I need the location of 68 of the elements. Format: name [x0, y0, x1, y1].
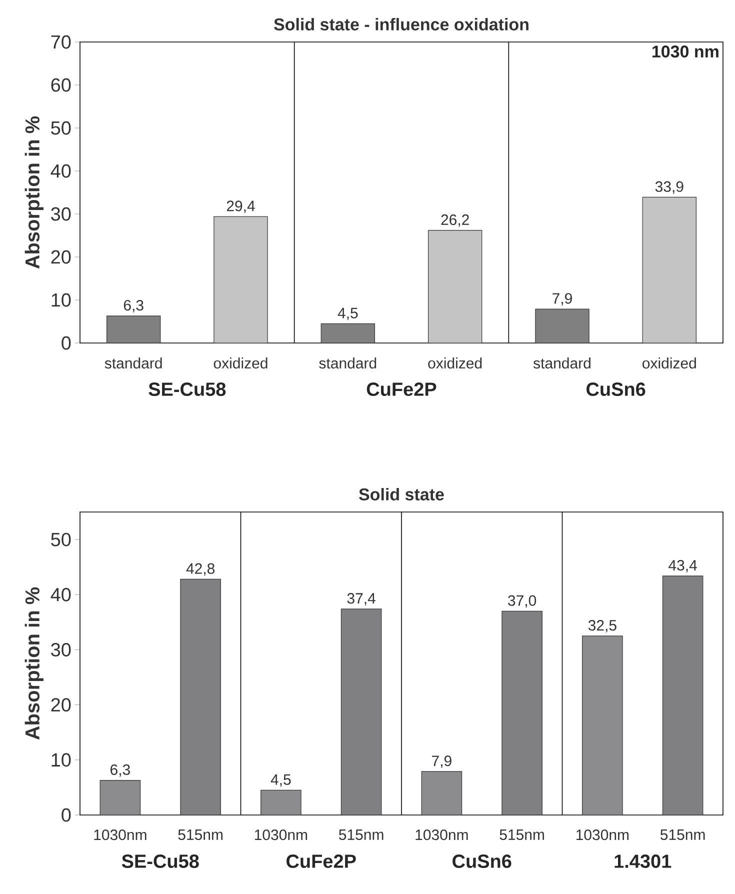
- bar: [320, 323, 376, 344]
- text: CuSn6: [586, 382, 646, 396]
- data-label: 7,9: [552, 293, 572, 306]
- x-tick-label: standard: [533, 358, 590, 369]
- bar: [662, 576, 704, 816]
- data-label: 6,3: [110, 764, 130, 777]
- data-label: 32,5: [588, 620, 616, 632]
- text: CuFe2P: [366, 382, 436, 396]
- bar: [535, 308, 590, 344]
- x-tick-label: standard: [319, 358, 376, 369]
- y-tick-label: 50: [51, 532, 71, 546]
- text: 1.4301: [614, 854, 672, 868]
- data-label: 33,9: [655, 181, 684, 194]
- y-tick-label: 30: [51, 207, 71, 221]
- data-label: 26,2: [441, 214, 469, 227]
- data-label: 43,4: [668, 560, 697, 572]
- x-tick-label: standard: [104, 358, 162, 369]
- annotation: 1030 nm: [652, 46, 718, 58]
- x-tick-label: 1030nm: [416, 830, 468, 840]
- text: CuFe2P: [286, 854, 356, 868]
- data-label: 29,4: [226, 200, 255, 214]
- y-tick-label: 20: [51, 250, 71, 264]
- y-tick-label: 10: [52, 753, 71, 767]
- x-tick-label: oxidized: [214, 358, 268, 369]
- y-tick-label: 40: [50, 588, 71, 602]
- bar: [340, 608, 382, 816]
- y-tick-label: 50: [51, 121, 71, 135]
- y-tick-label: 20: [51, 698, 71, 712]
- data-label: 42,8: [186, 563, 214, 576]
- x-tick-label: 515nm: [660, 830, 705, 840]
- y-tick-label: 10: [52, 293, 71, 307]
- bar: [106, 316, 161, 344]
- bar: [180, 578, 221, 816]
- y-tick-label: 60: [51, 78, 71, 92]
- bar: [214, 216, 268, 344]
- x-tick-label: oxidized: [642, 358, 696, 369]
- data-label: 6,3: [124, 300, 144, 312]
- data-label: 7,9: [432, 756, 452, 768]
- data-label: 4,5: [270, 774, 291, 787]
- chart-title: Solid state - influence oxidation: [274, 18, 528, 30]
- bar: [428, 230, 482, 344]
- text: CuSn6: [452, 854, 512, 868]
- bar: [421, 771, 462, 816]
- bar: [260, 790, 302, 816]
- x-tick-label: 515nm: [338, 830, 384, 840]
- x-tick-label: 1030nm: [94, 830, 146, 840]
- data-label: 37,0: [508, 595, 536, 608]
- x-tick-label: 515nm: [500, 830, 544, 840]
- x-tick-label: 1030nm: [254, 830, 308, 840]
- y-tick-label: 40: [50, 164, 71, 178]
- bar: [100, 780, 141, 816]
- y-axis-title: Absorption in %: [24, 587, 44, 740]
- bar: [582, 636, 623, 816]
- y-tick-label: 30: [51, 642, 71, 656]
- x-tick-label: oxidized: [428, 358, 482, 369]
- x-tick-label: 1030nm: [576, 830, 629, 840]
- bar: [502, 610, 542, 816]
- y-axis-title: Absorption in %: [24, 116, 44, 269]
- text: SE-Cu58: [122, 854, 199, 868]
- text: SE-Cu58: [148, 382, 226, 396]
- x-tick-label: 515nm: [178, 830, 222, 840]
- data-label: 37,4: [347, 593, 376, 606]
- y-tick-label: 0: [62, 808, 71, 822]
- data-label: 4,5: [338, 308, 358, 320]
- chart-title: Solid state: [359, 488, 444, 500]
- y-tick-label: 70: [51, 35, 71, 49]
- y-tick-label: 0: [62, 336, 71, 350]
- bar: [642, 196, 696, 344]
